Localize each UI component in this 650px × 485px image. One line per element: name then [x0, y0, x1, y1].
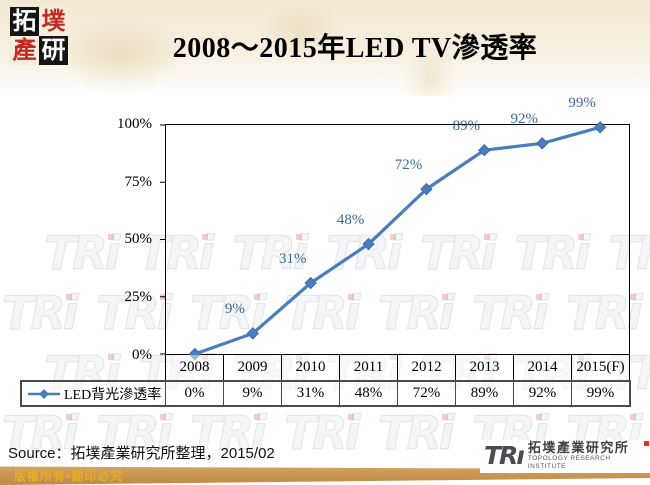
- x-category-cell: 2009: [224, 355, 282, 380]
- legend-line-marker-icon: [28, 388, 60, 399]
- tri-logo-name-zh: 拓墣產業研究所: [527, 440, 630, 455]
- logo-char: 拓: [10, 7, 39, 36]
- watermark-tile: TRi: [2, 286, 80, 341]
- x-category-cell: 2010: [282, 355, 340, 380]
- value-cell: 89%: [455, 382, 513, 405]
- data-point-marker: [420, 182, 433, 196]
- legend-cell: LED背光滲透率: [22, 382, 165, 405]
- tri-institute-logo: TRı 拓墣產業研究所 TOPOLOGY RESEARCH INSTITUTE: [480, 440, 650, 473]
- x-category-cell: 2014: [514, 355, 572, 380]
- data-label: 31%: [278, 251, 307, 267]
- value-cell: 72%: [397, 382, 455, 405]
- logo-char: 墣: [39, 7, 68, 36]
- logo-char: 研: [39, 36, 68, 65]
- legend-label: LED背光滲透率: [64, 387, 162, 403]
- x-category-cell: 2011: [340, 355, 398, 380]
- data-label: 89%: [452, 118, 481, 135]
- x-axis-category-row: 2008 2009 2010 2011 2012 2013 2014 2015(F): [165, 355, 630, 380]
- y-axis-label: 25%: [124, 289, 153, 305]
- data-table-row: LED背光滲透率 0% 9% 31% 48% 72% 89% 92% 99%: [20, 380, 631, 407]
- value-cell: 0%: [165, 382, 223, 405]
- data-label: 48%: [336, 212, 365, 229]
- x-category-cell: 2015(F): [572, 355, 630, 380]
- tri-logo-mark: TRı: [484, 441, 525, 470]
- y-axis-label: 0%: [132, 347, 152, 363]
- watermark-tile: TRi: [378, 406, 456, 461]
- x-category-cell: 2008: [166, 355, 224, 380]
- data-label: 99%: [568, 95, 596, 112]
- value-cell: 99%: [571, 382, 629, 405]
- data-point-marker: [535, 137, 549, 150]
- y-axis-label: 75%: [124, 174, 153, 190]
- data-point-marker: [593, 121, 607, 134]
- series-line: [194, 125, 601, 356]
- data-point-marker: [304, 276, 317, 290]
- watermark-tile: TRi: [284, 406, 362, 461]
- data-point-marker: [478, 143, 491, 157]
- line-series-svg: [160, 121, 607, 361]
- data-point-marker: [188, 347, 202, 361]
- source-note: Source：拓墣產業研究所整理，2015/02: [8, 445, 275, 462]
- x-category-cell: 2012: [398, 355, 456, 380]
- page-title: 2008～2015年LED TV滲透率: [172, 33, 538, 64]
- data-point-marker: [246, 327, 260, 340]
- value-cell: 31%: [281, 382, 339, 405]
- tri-logo-red-dot-icon: [644, 441, 649, 446]
- header-background: [0, 0, 650, 96]
- data-point-marker: [362, 237, 375, 251]
- value-cell: 92%: [513, 382, 571, 405]
- x-category-cell: 2013: [456, 355, 514, 380]
- tri-logo-name-en: TOPOLOGY RESEARCH INSTITUTE: [527, 455, 611, 470]
- copyright-text: 版權所有▪翻印必究: [14, 469, 124, 483]
- y-axis-label: 50%: [124, 231, 153, 247]
- value-cell: 48%: [339, 382, 397, 405]
- data-label: 9%: [224, 301, 245, 318]
- value-cell: 9%: [223, 382, 281, 405]
- data-label: 72%: [394, 157, 423, 174]
- y-axis-label: 100%: [117, 116, 152, 132]
- data-label: 92%: [510, 111, 538, 128]
- logo-char: 產: [10, 36, 39, 65]
- plot-area: 9% 31% 48% 72% 89% 92% 99%: [160, 95, 630, 361]
- topology-corner-logo: 拓 墣 產 研: [10, 7, 68, 65]
